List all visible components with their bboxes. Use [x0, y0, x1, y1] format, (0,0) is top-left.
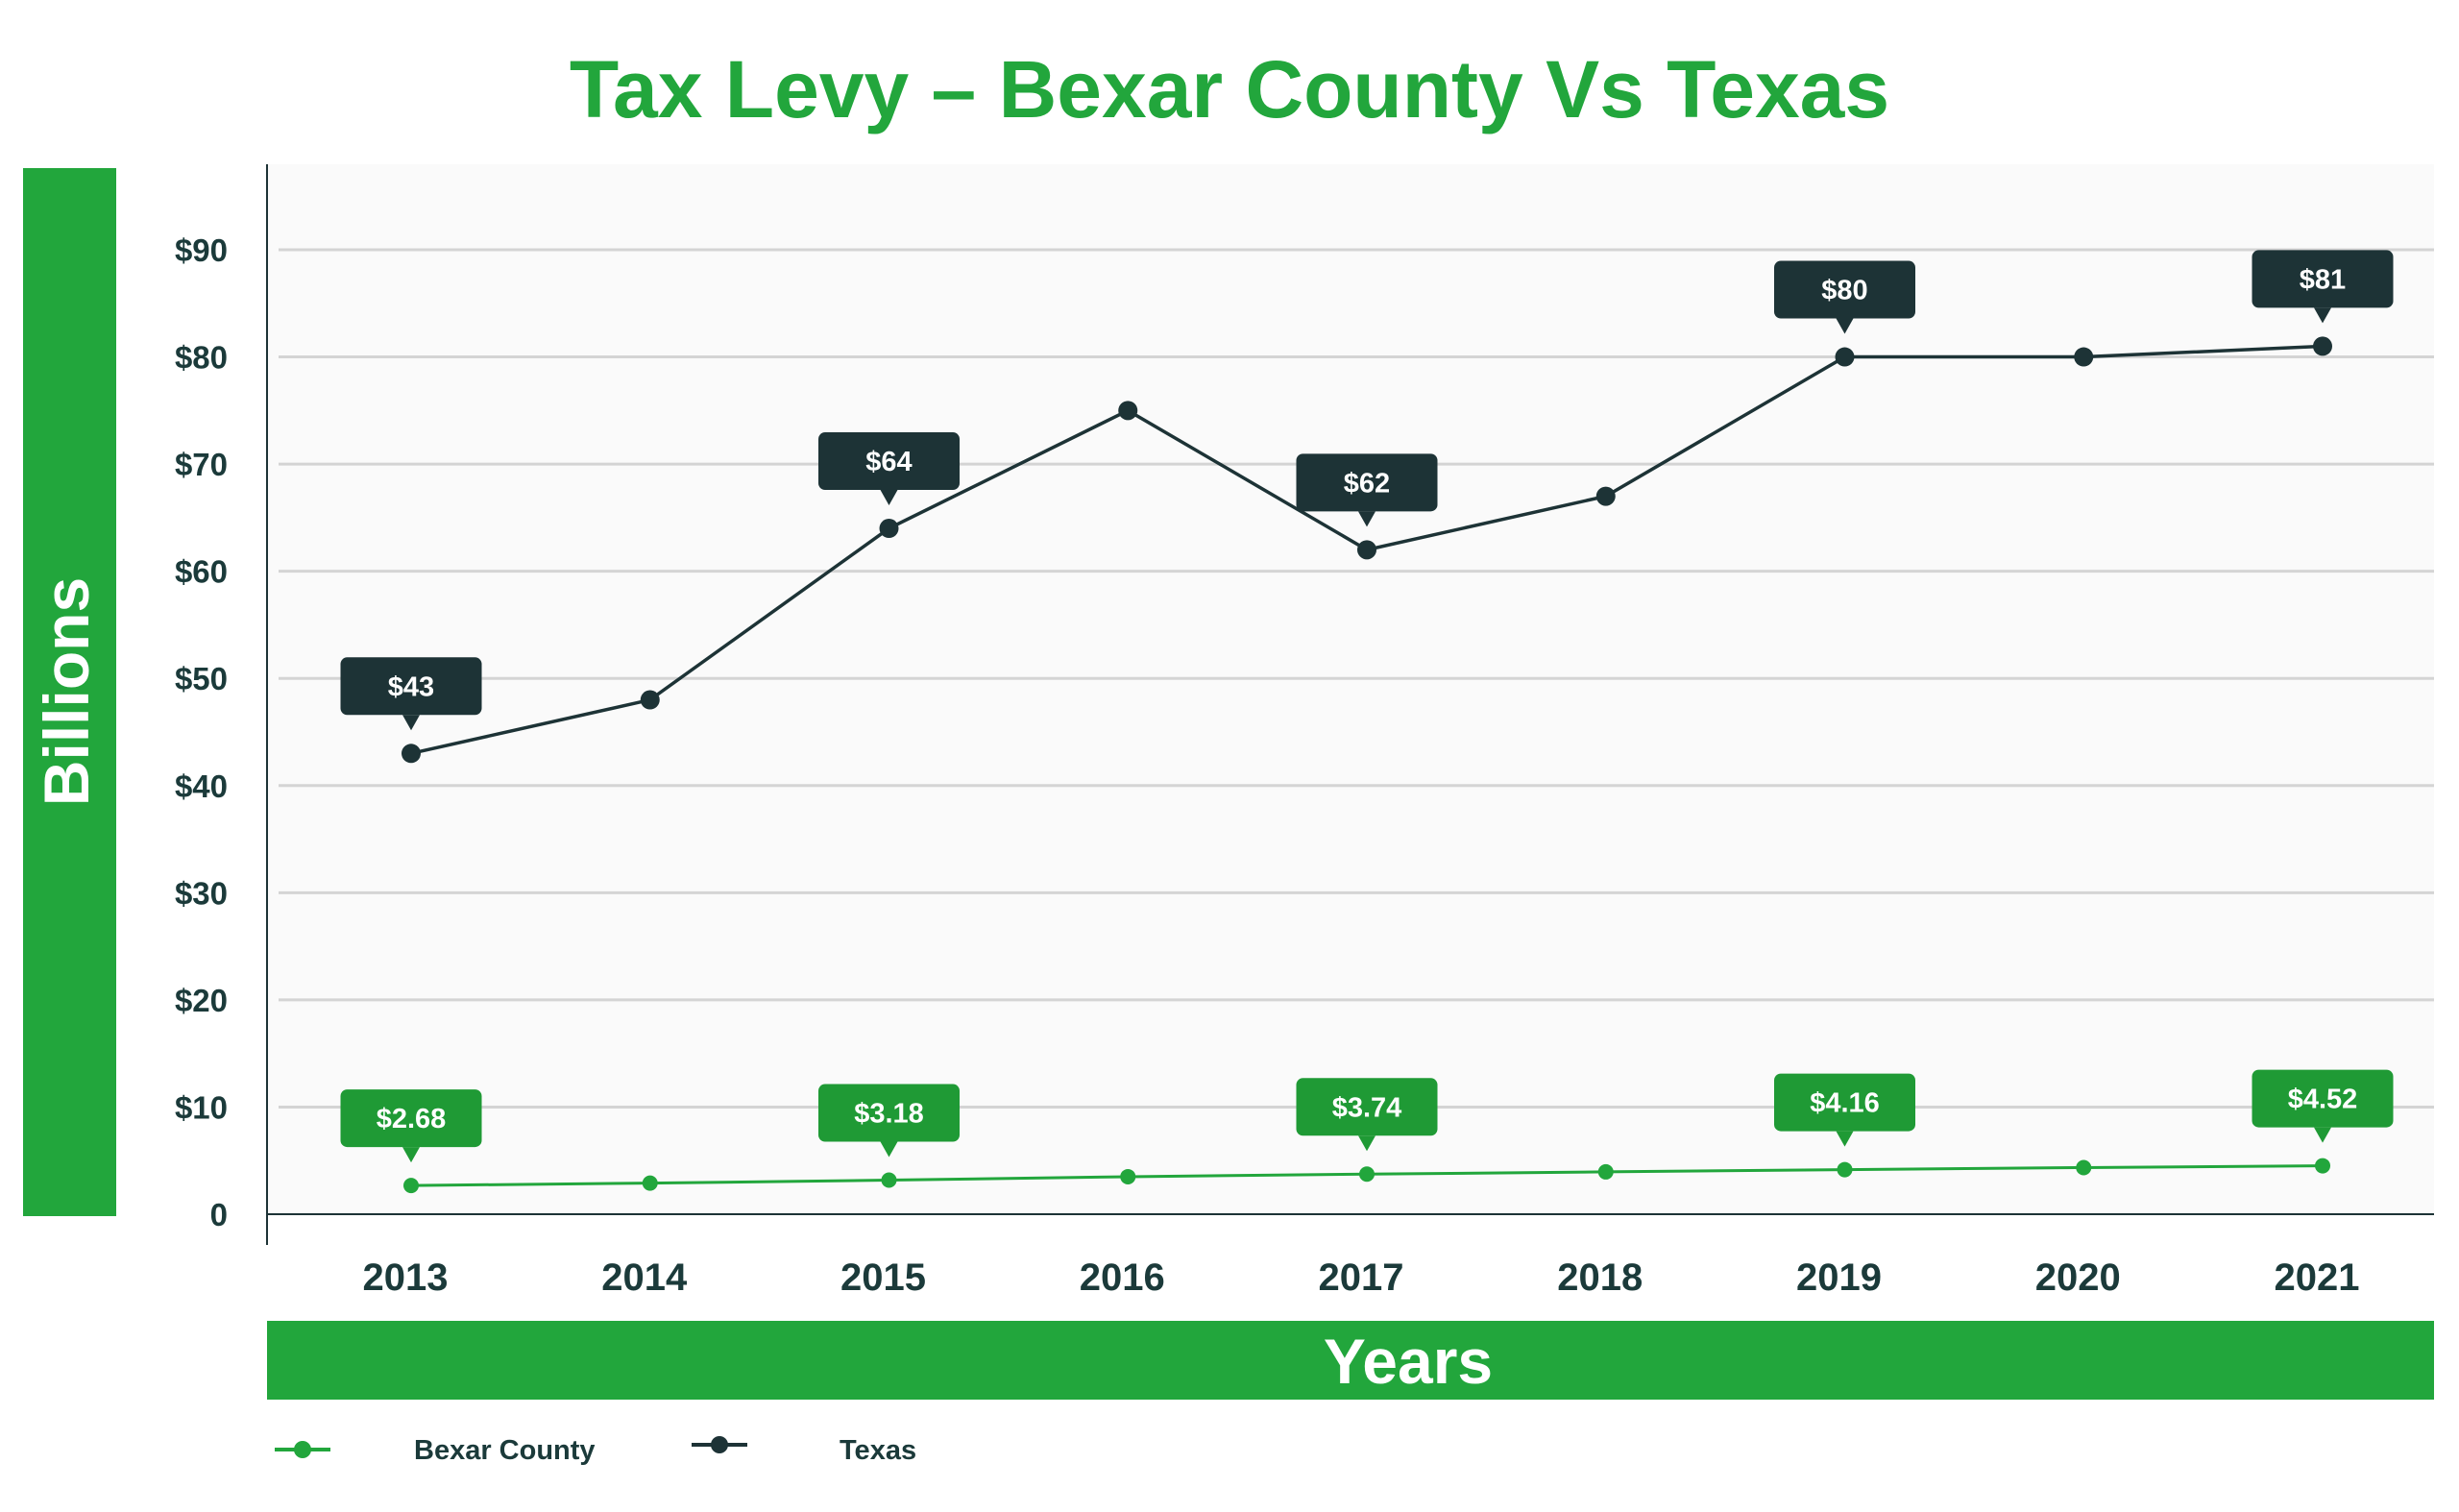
- data-point: [1118, 401, 1138, 421]
- data-label-box: [2252, 250, 2394, 308]
- data-label-pointer: [880, 490, 898, 506]
- y-tick-label: $70: [175, 447, 228, 482]
- data-label-box: [1296, 453, 1438, 512]
- data-point: [881, 1172, 897, 1188]
- y-tick-label: $50: [175, 661, 228, 696]
- y-tick-label: $80: [175, 340, 228, 376]
- data-point: [642, 1175, 658, 1191]
- data-label: $81: [2252, 250, 2394, 324]
- data-label: $3.18: [818, 1084, 960, 1158]
- plot-area: [267, 164, 2434, 1214]
- data-label: $43: [340, 657, 482, 731]
- data-label-box: [2252, 1069, 2394, 1128]
- data-label-pointer: [402, 715, 420, 731]
- data-point: [2313, 336, 2332, 356]
- data-label-box: [818, 432, 960, 491]
- x-tick-label: 2019: [1796, 1256, 1882, 1299]
- y-tick-label: $40: [175, 768, 228, 804]
- x-tick-label: 2014: [601, 1256, 688, 1299]
- y-tick-label: 0: [210, 1197, 228, 1232]
- data-label-box: [818, 1084, 960, 1142]
- x-tick-label: 2016: [1080, 1256, 1165, 1299]
- data-label-text: $80: [1821, 276, 1867, 306]
- data-label-box: [1774, 260, 1915, 319]
- data-point: [2315, 1158, 2330, 1174]
- data-label-pointer: [2314, 307, 2331, 324]
- data-label-text: $62: [1344, 468, 1390, 499]
- x-axis-label: Years: [1324, 1326, 1493, 1397]
- data-label-text: $2.68: [377, 1104, 447, 1134]
- data-label-pointer: [1836, 1131, 1854, 1147]
- y-tick-label: $30: [175, 875, 228, 911]
- legend-item-bexar-county: Bexar County: [275, 1435, 596, 1466]
- data-point: [1597, 1163, 1614, 1180]
- x-axis-band: [267, 1321, 2434, 1400]
- data-point: [402, 744, 421, 764]
- data-label-text: $4.16: [1810, 1088, 1880, 1119]
- data-label-text: $81: [2300, 264, 2346, 295]
- data-label-box: [340, 657, 482, 716]
- legend-label: Texas: [840, 1435, 916, 1466]
- data-label: $64: [818, 432, 960, 506]
- y-tick-label: $10: [175, 1089, 228, 1125]
- x-tick-label: 2013: [363, 1256, 449, 1299]
- data-label-pointer: [1836, 318, 1854, 334]
- x-tick-label: 2018: [1557, 1256, 1643, 1299]
- data-point: [640, 690, 660, 710]
- data-label-text: $3.74: [1332, 1092, 1402, 1123]
- data-label: $80: [1774, 260, 1915, 334]
- chart-title: Tax Levy – Bexar County Vs Texas: [570, 44, 1889, 134]
- data-label-text: $43: [388, 671, 434, 702]
- data-label-box: [1774, 1073, 1915, 1132]
- y-tick-label: $60: [175, 554, 228, 590]
- data-label-pointer: [1358, 511, 1376, 527]
- data-label: $2.68: [340, 1089, 482, 1163]
- data-point: [1595, 486, 1616, 506]
- data-point: [2076, 1159, 2092, 1176]
- legend-marker: [294, 1441, 311, 1458]
- data-label: $62: [1296, 453, 1438, 527]
- data-label-box: [340, 1089, 482, 1148]
- legend-item-texas: Texas: [692, 1435, 916, 1466]
- data-label-box: [1296, 1078, 1438, 1136]
- x-tick-label: 2020: [2035, 1256, 2121, 1299]
- data-label-text: $4.52: [2288, 1085, 2358, 1115]
- y-tick-label: $20: [175, 983, 228, 1018]
- x-tick-label: 2017: [1319, 1256, 1404, 1299]
- data-label-text: $3.18: [854, 1099, 924, 1130]
- legend-marker: [711, 1436, 728, 1453]
- data-point: [2074, 347, 2094, 367]
- y-tick-label: $90: [175, 232, 228, 268]
- data-label: $4.16: [1774, 1073, 1915, 1147]
- data-label-pointer: [2314, 1127, 2331, 1143]
- data-label: $4.52: [2252, 1069, 2394, 1143]
- legend-label: Bexar County: [414, 1435, 596, 1466]
- y-axis-band: [23, 168, 116, 1216]
- x-tick-label: 2021: [2275, 1256, 2360, 1299]
- data-point: [1835, 347, 1855, 367]
- data-label-pointer: [1358, 1135, 1376, 1152]
- x-tick-label: 2015: [840, 1256, 926, 1299]
- data-point: [879, 519, 899, 539]
- data-point: [1359, 1166, 1375, 1183]
- data-point: [1120, 1168, 1136, 1184]
- data-point: [1357, 540, 1376, 560]
- data-label-text: $64: [865, 447, 912, 477]
- data-label-pointer: [402, 1147, 420, 1163]
- data-point: [1837, 1161, 1853, 1178]
- data-label-pointer: [880, 1141, 898, 1158]
- data-label: $3.74: [1296, 1078, 1438, 1152]
- data-point: [403, 1178, 419, 1194]
- y-axis-label: Billions: [31, 577, 102, 806]
